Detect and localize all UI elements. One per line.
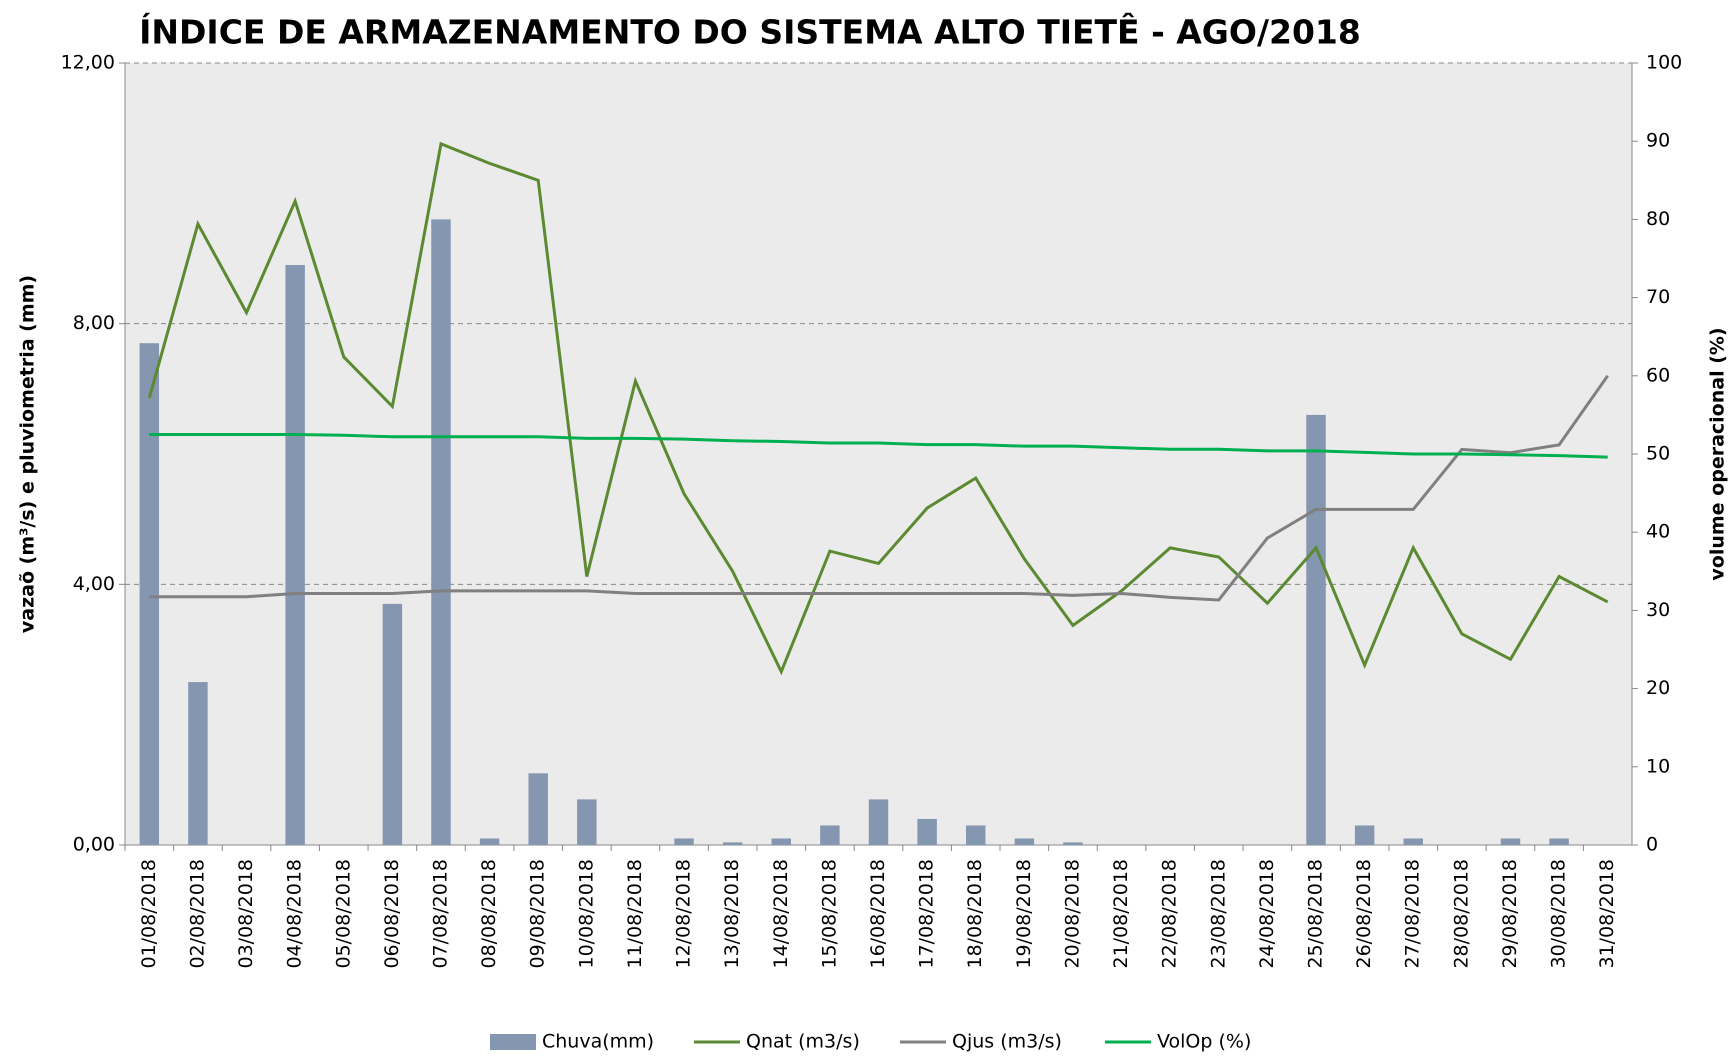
y-tick-label: 8,00 — [73, 312, 115, 334]
bar — [1549, 838, 1569, 845]
y2-tick-label: 40 — [1646, 521, 1670, 543]
x-tick-label: 10/08/2018 — [575, 859, 597, 969]
x-tick-label: 01/08/2018 — [138, 859, 160, 969]
y2-tick-label: 50 — [1646, 443, 1670, 465]
chart-title: ÍNDICE DE ARMAZENAMENTO DO SISTEMA ALTO … — [139, 12, 1361, 52]
legend-label: Chuva(mm) — [542, 1031, 654, 1053]
y-tick-label: 4,00 — [73, 573, 115, 595]
bar — [917, 818, 937, 845]
bar — [1500, 838, 1521, 845]
x-tick-label: 08/08/2018 — [478, 859, 500, 969]
x-tick-label: 25/08/2018 — [1305, 859, 1327, 969]
bar — [966, 825, 986, 845]
y2-tick-label: 90 — [1646, 130, 1670, 152]
bar — [382, 603, 403, 845]
legend-swatch — [490, 1034, 536, 1050]
y-tick-label: 12,00 — [61, 52, 115, 74]
y2-tick-label: 0 — [1646, 834, 1658, 856]
x-tick-label: 30/08/2018 — [1548, 859, 1570, 969]
bar — [868, 799, 889, 845]
y2-tick-label: 60 — [1646, 364, 1670, 386]
bar — [674, 838, 694, 845]
x-tick-label: 04/08/2018 — [284, 859, 306, 969]
y2-tick-label: 10 — [1646, 755, 1670, 777]
y-tick-label: 0,00 — [73, 834, 115, 856]
bar — [1403, 838, 1423, 845]
bar — [479, 838, 500, 845]
x-tick-label: 22/08/2018 — [1159, 859, 1181, 969]
bar — [1063, 842, 1083, 845]
legend-label: Qnat (m3/s) — [746, 1031, 860, 1053]
legend-label: Qjus (m3/s) — [952, 1031, 1062, 1053]
bar — [285, 265, 305, 845]
x-tick-label: 07/08/2018 — [429, 859, 451, 969]
y2-axis-label: volume operacional (%) — [1707, 327, 1729, 580]
legend-label: VolOp (%) — [1157, 1031, 1251, 1053]
bar — [528, 773, 548, 845]
line — [147, 141, 1609, 676]
y2-tick-label: 100 — [1646, 52, 1682, 74]
x-tick-label: 18/08/2018 — [964, 859, 986, 969]
bar — [1354, 825, 1375, 845]
x-tick-label: 05/08/2018 — [332, 859, 354, 969]
y2-tick-label: 30 — [1646, 599, 1670, 621]
bar — [722, 842, 743, 845]
x-tick-label: 12/08/2018 — [673, 859, 695, 969]
bar — [771, 838, 791, 845]
bar — [820, 825, 840, 845]
x-tick-label: 09/08/2018 — [527, 859, 549, 969]
x-tick-label: 19/08/2018 — [1013, 859, 1035, 969]
bar — [139, 343, 160, 845]
bar — [431, 219, 451, 845]
x-tick-label: 16/08/2018 — [867, 859, 889, 969]
x-tick-label: 29/08/2018 — [1499, 859, 1521, 969]
x-tick-label: 23/08/2018 — [1207, 859, 1229, 969]
bar — [577, 799, 597, 845]
y2-tick-label: 20 — [1646, 677, 1670, 699]
x-tick-label: 20/08/2018 — [1061, 859, 1083, 969]
bar — [1014, 838, 1035, 845]
x-tick-label: 21/08/2018 — [1110, 859, 1132, 969]
x-tick-label: 15/08/2018 — [818, 859, 840, 969]
x-tick-label: 26/08/2018 — [1353, 859, 1375, 969]
x-tick-label: 14/08/2018 — [770, 859, 792, 969]
x-tick-label: 13/08/2018 — [721, 859, 743, 969]
x-tick-label: 11/08/2018 — [624, 859, 646, 969]
x-tick-label: 06/08/2018 — [381, 859, 403, 969]
x-tick-label: 03/08/2018 — [235, 859, 257, 969]
x-tick-label: 28/08/2018 — [1450, 859, 1472, 969]
y-axis-label: vazaõ (m³/s) e pluviometria (mm) — [17, 275, 39, 633]
line — [149, 374, 1609, 602]
bar — [188, 682, 208, 845]
line — [149, 432, 1608, 459]
x-tick-label: 02/08/2018 — [186, 859, 208, 969]
x-tick-label: 24/08/2018 — [1256, 859, 1278, 969]
x-tick-label: 17/08/2018 — [916, 859, 938, 969]
x-tick-label: 31/08/2018 — [1596, 859, 1618, 969]
y2-tick-label: 70 — [1646, 286, 1670, 308]
y2-tick-label: 80 — [1646, 208, 1670, 230]
x-tick-label: 27/08/2018 — [1402, 859, 1424, 969]
bar — [1306, 414, 1326, 845]
